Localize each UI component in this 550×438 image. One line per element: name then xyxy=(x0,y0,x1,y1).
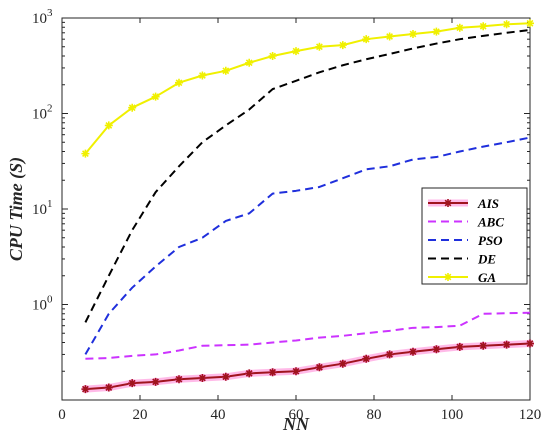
series-point-ga xyxy=(198,71,207,80)
series-line-ga xyxy=(84,22,531,155)
y-tick-base: 10 xyxy=(32,298,47,314)
series-point-ga xyxy=(338,41,347,50)
y-tick-exponent: 2 xyxy=(47,103,53,115)
y-tick-base: 10 xyxy=(32,11,47,27)
series-point-ais xyxy=(104,383,113,392)
series-point-ais xyxy=(479,341,488,350)
series-point-ais xyxy=(175,375,183,384)
series-point-ga xyxy=(502,20,511,29)
series-point-ais xyxy=(526,339,534,348)
series-point-ais xyxy=(221,372,230,381)
series-point-ga xyxy=(245,58,254,67)
series-point-ga xyxy=(81,149,90,158)
y-tick-exponent: 0 xyxy=(47,294,53,306)
series-point-ga xyxy=(315,42,324,51)
legend-label-de: DE xyxy=(477,252,496,267)
x-tick-label: 80 xyxy=(367,407,382,423)
series-point-ais xyxy=(385,350,394,359)
series-line-de xyxy=(84,28,531,323)
y-tick-label: 100 xyxy=(32,294,53,314)
legend-label-ais: AIS xyxy=(477,196,499,211)
series-point-ga xyxy=(221,66,230,75)
series-point-ga xyxy=(128,103,137,112)
y-tick-label: 101 xyxy=(32,198,53,218)
series-point-ga xyxy=(268,52,277,61)
series-point-ga xyxy=(151,92,160,101)
series-point-ais xyxy=(362,354,371,363)
x-tick-label: 40 xyxy=(211,407,226,423)
series-point-ga xyxy=(385,32,394,41)
x-tick-label: 100 xyxy=(441,407,464,423)
y-tick-base: 10 xyxy=(32,107,47,123)
series-point-ais xyxy=(292,367,300,376)
legend-label-ga: GA xyxy=(478,270,496,285)
x-tick-label: 120 xyxy=(519,407,542,423)
x-tick-label: 60 xyxy=(289,407,304,423)
series-point-ga xyxy=(175,78,183,87)
x-ticks: 0 20 40 60 80 100 120 xyxy=(58,18,541,423)
series-point-ais xyxy=(432,345,441,354)
y-tick-label: 102 xyxy=(32,103,53,123)
series-point-ais xyxy=(81,385,90,394)
series-point-ga xyxy=(409,29,417,38)
series-point-ais xyxy=(455,342,464,351)
series-point-ais xyxy=(128,379,137,388)
series-lines xyxy=(81,19,534,394)
legend: AIS ABC PSO DE GA xyxy=(421,187,528,285)
x-tick-label: 0 xyxy=(58,407,66,423)
series-point-ais xyxy=(315,363,324,372)
series-point-ga xyxy=(362,35,371,44)
series-point-ais xyxy=(502,340,511,349)
series-point-ais xyxy=(245,369,254,378)
series-point-ga xyxy=(292,47,300,56)
series-point-ga xyxy=(479,22,488,31)
x-tick-label: 20 xyxy=(133,407,148,423)
series-point-ga xyxy=(455,23,464,32)
series-line-pso xyxy=(84,136,531,355)
y-tick-exponent: 3 xyxy=(47,7,53,19)
legend-label-pso: PSO xyxy=(478,233,503,248)
legend-marker-ais xyxy=(444,199,452,207)
series-line-abc xyxy=(85,311,531,360)
legend-marker-ga xyxy=(444,273,452,281)
y-tick-base: 10 xyxy=(32,202,47,218)
series-point-ais xyxy=(409,347,417,356)
series-point-ga xyxy=(526,19,534,28)
series-point-ga xyxy=(104,121,113,130)
y-axis-label: CPU Time (S) xyxy=(6,157,27,261)
y-tick-exponent: 1 xyxy=(47,198,53,210)
legend-label-abc: ABC xyxy=(477,215,504,230)
y-tick-label: 103 xyxy=(32,7,53,27)
x-axis-label: NN xyxy=(282,414,310,434)
series-point-ais xyxy=(198,373,207,382)
series-point-ga xyxy=(432,27,441,36)
series-point-ais xyxy=(151,377,160,386)
series-point-ais xyxy=(268,368,277,377)
series-point-ais xyxy=(338,359,347,368)
